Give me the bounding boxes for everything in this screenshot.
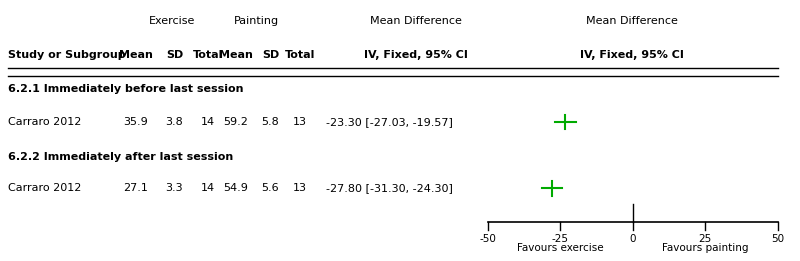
Text: 13: 13 xyxy=(293,117,307,127)
Text: Mean: Mean xyxy=(119,50,153,60)
Text: Study or Subgroup: Study or Subgroup xyxy=(8,50,126,60)
Text: IV, Fixed, 95% CI: IV, Fixed, 95% CI xyxy=(580,50,684,60)
Text: Total: Total xyxy=(193,50,223,60)
Text: Carraro 2012: Carraro 2012 xyxy=(8,117,82,127)
Text: Favours exercise: Favours exercise xyxy=(517,244,604,253)
Text: -23.30 [-27.03, -19.57]: -23.30 [-27.03, -19.57] xyxy=(326,117,454,127)
Text: -27.80 [-31.30, -24.30]: -27.80 [-31.30, -24.30] xyxy=(326,183,454,193)
Text: Carraro 2012: Carraro 2012 xyxy=(8,183,82,193)
Text: 50: 50 xyxy=(771,234,784,244)
Text: 3.8: 3.8 xyxy=(166,117,183,127)
Text: Exercise: Exercise xyxy=(149,16,195,26)
Text: 14: 14 xyxy=(201,117,215,127)
Text: 13: 13 xyxy=(293,183,307,193)
Text: Mean Difference: Mean Difference xyxy=(370,16,462,26)
Text: 5.6: 5.6 xyxy=(262,183,279,193)
Text: 6.2.2 Immediately after last session: 6.2.2 Immediately after last session xyxy=(8,152,234,162)
Text: 14: 14 xyxy=(201,183,215,193)
Text: Mean Difference: Mean Difference xyxy=(586,16,678,26)
Text: 59.2: 59.2 xyxy=(223,117,249,127)
Text: 3.3: 3.3 xyxy=(166,183,183,193)
Text: Mean: Mean xyxy=(219,50,253,60)
Text: 0: 0 xyxy=(630,234,636,244)
Text: 25: 25 xyxy=(698,234,712,244)
Text: -50: -50 xyxy=(479,234,497,244)
Text: Total: Total xyxy=(285,50,315,60)
Text: 54.9: 54.9 xyxy=(223,183,249,193)
Text: Favours painting: Favours painting xyxy=(662,244,749,253)
Text: SD: SD xyxy=(262,50,279,60)
Text: 35.9: 35.9 xyxy=(124,117,148,127)
Text: IV, Fixed, 95% CI: IV, Fixed, 95% CI xyxy=(364,50,468,60)
Text: 6.2.1 Immediately before last session: 6.2.1 Immediately before last session xyxy=(8,84,243,94)
Text: Painting: Painting xyxy=(234,16,278,26)
Text: SD: SD xyxy=(166,50,183,60)
Text: -25: -25 xyxy=(552,234,569,244)
Text: 27.1: 27.1 xyxy=(123,183,149,193)
Text: 5.8: 5.8 xyxy=(262,117,279,127)
